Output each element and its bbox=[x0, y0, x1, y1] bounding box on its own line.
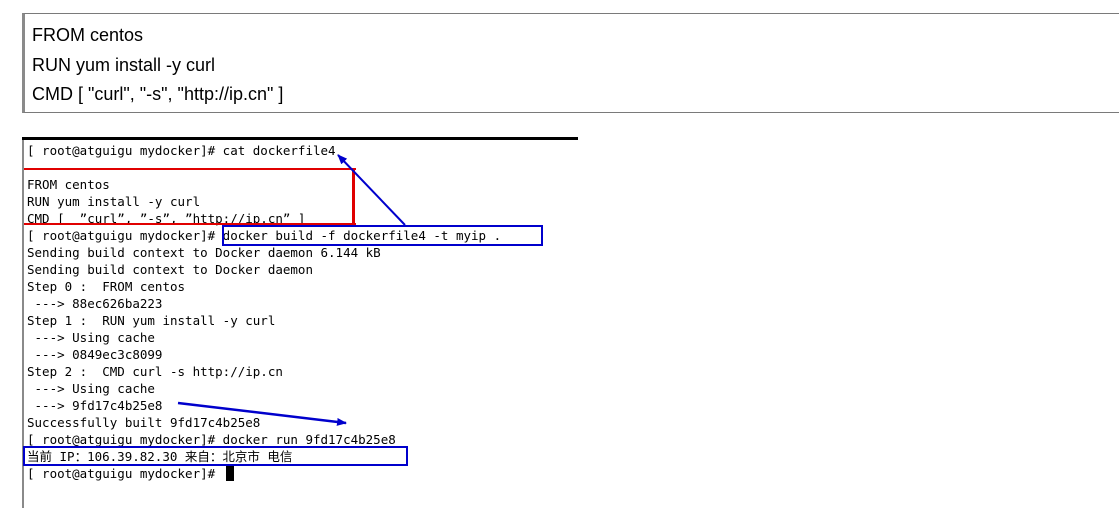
highlight-red-bottom bbox=[24, 223, 356, 225]
terminal-line: Step 1 : RUN yum install -y curl bbox=[27, 313, 276, 328]
terminal-line: FROM centos bbox=[27, 177, 110, 192]
dockerfile-line: CMD [ "curl", "-s", "http://ip.cn" ] bbox=[32, 84, 284, 104]
terminal-line: 当前 IP：106.39.82.30 来自：北京市 电信 bbox=[27, 449, 293, 464]
terminal-top-border bbox=[22, 137, 578, 140]
terminal-line: Sending build context to Docker daemon bbox=[27, 262, 313, 277]
terminal-line: [ root@atguigu mydocker]# docker build -… bbox=[27, 228, 502, 243]
terminal-line: ---> 9fd17c4b25e8 bbox=[27, 398, 163, 413]
terminal-line: ---> Using cache bbox=[27, 381, 155, 396]
dockerfile-line: RUN yum install -y curl bbox=[32, 55, 216, 75]
terminal-line: [ root@atguigu mydocker]# docker run 9fd… bbox=[27, 432, 396, 447]
arrow-to-built-image bbox=[177, 401, 347, 426]
terminal-line: Successfully built 9fd17c4b25e8 bbox=[27, 415, 261, 430]
highlight-red-top bbox=[24, 168, 356, 170]
terminal-line: [ root@atguigu mydocker]# bbox=[27, 466, 223, 481]
dockerfile-line: FROM centos bbox=[32, 25, 144, 45]
terminal-line: [ root@atguigu mydocker]# cat dockerfile… bbox=[27, 143, 336, 158]
terminal-line: RUN yum install -y curl bbox=[27, 194, 201, 209]
dockerfile-content-panel: FROM centos RUN yum install -y curl CMD … bbox=[22, 13, 1119, 113]
terminal-line: ---> 0849ec3c8099 bbox=[27, 347, 163, 362]
terminal-line: CMD [ ”curl”, ”-s”, ”http://ip.cn” ] bbox=[27, 211, 306, 226]
highlight-red-right bbox=[352, 168, 355, 225]
terminal-line: ---> Using cache bbox=[27, 330, 155, 345]
terminal-line: Step 0 : FROM centos bbox=[27, 279, 186, 294]
terminal-line: ---> 88ec626ba223 bbox=[27, 296, 163, 311]
terminal-line: Sending build context to Docker daemon 6… bbox=[27, 245, 381, 260]
terminal-line: Step 2 : CMD curl -s http://ip.cn bbox=[27, 364, 283, 379]
highlight-build-command bbox=[222, 225, 543, 246]
arrow-to-dockerfile4 bbox=[337, 154, 406, 226]
terminal-cursor bbox=[226, 466, 234, 481]
highlight-run-output bbox=[23, 446, 408, 466]
